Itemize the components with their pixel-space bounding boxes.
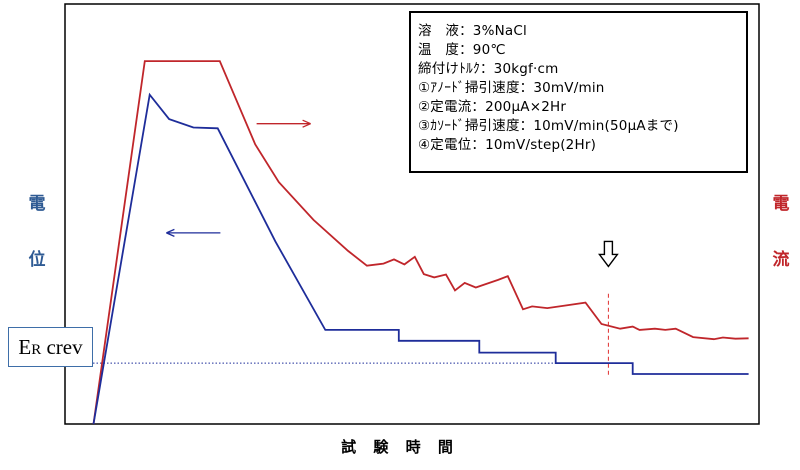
er-crev-label: ER crev (8, 327, 93, 367)
er-crev-subscript: R (31, 342, 42, 358)
hollow-down-arrow (598, 240, 619, 268)
er-crev-rest: crev (41, 335, 83, 359)
condition-line-anodic-sweep: ①ｱﾉｰﾄﾞ掃引速度：30mV/min (418, 80, 605, 96)
y-axis-right-char-1: 電 (772, 194, 790, 214)
condition-line-torque: 締付けﾄﾙｸ：30kgf·cm (418, 61, 559, 77)
y-axis-right-char-2: 流 (772, 250, 790, 270)
condition-line-constant-current: ②定電流：200μA×2Hr (418, 99, 567, 115)
er-crev-main: E (18, 335, 32, 359)
potential-direction-arrow-head (166, 228, 175, 237)
current-series-line (92, 60, 749, 425)
condition-line-temperature: 温 度：90℃ (418, 42, 506, 58)
x-axis-label: 試 験 時 間 (341, 438, 459, 456)
y-axis-left-label: 電 位 (27, 176, 47, 288)
potential-series-line (92, 92, 749, 425)
y-axis-left-char-2: 位 (28, 250, 46, 270)
condition-line-cathodic-sweep: ③ｶｿｰﾄﾞ掃引速度：10mV/min(50μAまで) (418, 118, 679, 134)
condition-line-constant-potential: ④定電位：10mV/step(2Hr) (418, 137, 597, 153)
conditions-box: 溶 液：3%NaCl 温 度：90℃ 締付けﾄﾙｸ：30kgf·cm ①ｱﾉｰﾄ… (409, 11, 748, 173)
current-direction-arrow-head (302, 119, 311, 128)
y-axis-left-char-1: 電 (28, 194, 46, 214)
condition-line-solution: 溶 液：3%NaCl (418, 23, 527, 39)
y-axis-right-label: 電 流 (771, 176, 791, 288)
